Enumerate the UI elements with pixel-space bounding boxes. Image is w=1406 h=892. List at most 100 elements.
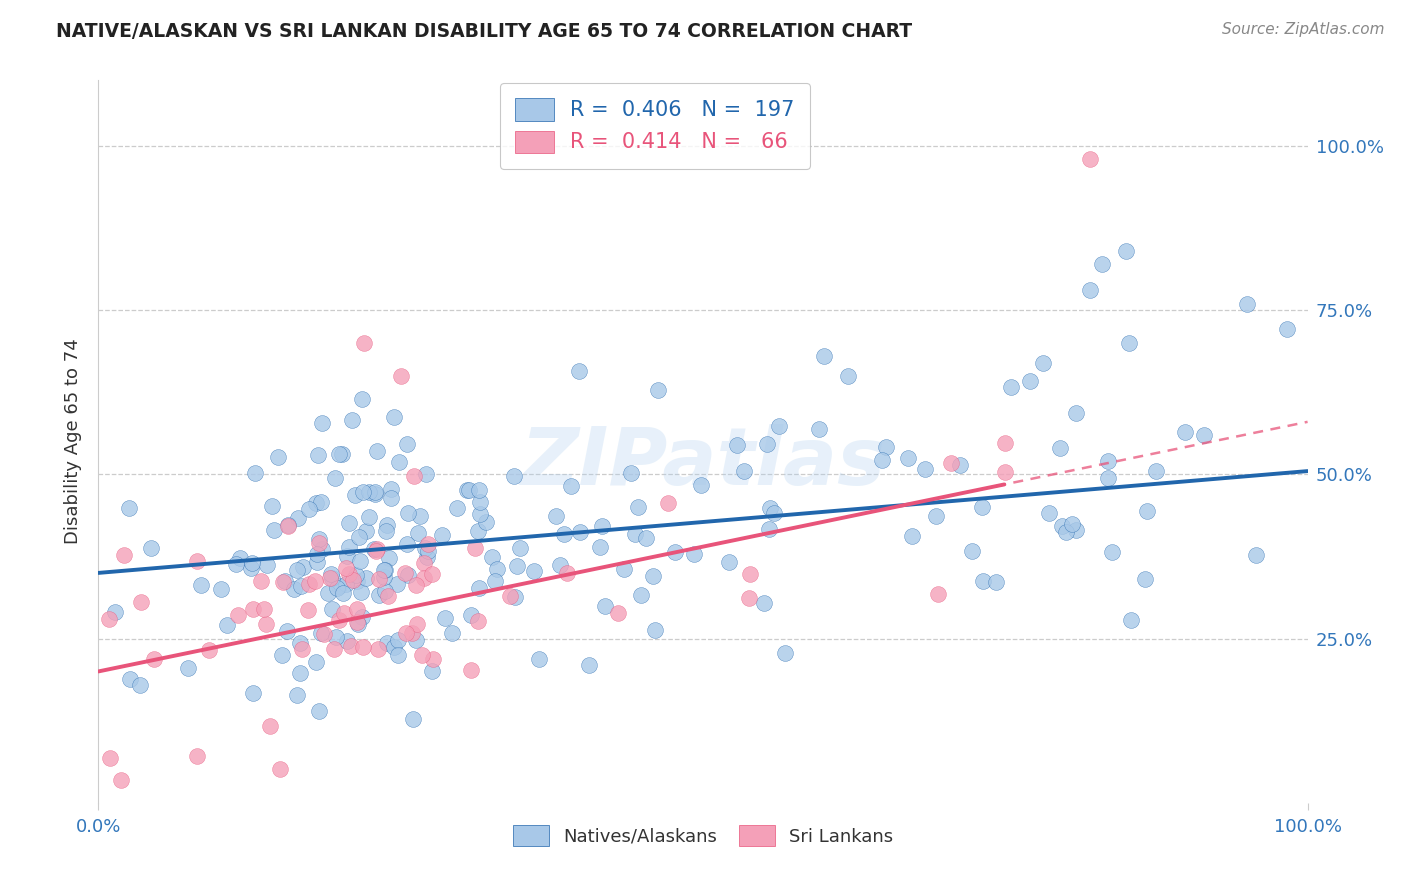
Point [198, 643, 221, 657]
Point [499, 589, 522, 603]
Point [380, 491, 402, 505]
Point [897, 451, 920, 466]
Point [312, 627, 335, 641]
Point [349, 554, 371, 568]
Point [176, 660, 198, 674]
Point [418, 537, 440, 551]
Point [336, 634, 359, 648]
Point [311, 416, 333, 430]
Point [104, 606, 127, 620]
Point [277, 518, 299, 533]
Point [503, 469, 526, 483]
Point [229, 551, 252, 566]
Text: ZIPatlas: ZIPatlas [520, 425, 886, 502]
Point [759, 501, 782, 516]
Point [297, 603, 319, 617]
Point [330, 447, 353, 461]
Point [387, 648, 409, 663]
Point [813, 349, 835, 363]
Point [647, 383, 669, 397]
Point [420, 566, 443, 581]
Point [503, 591, 526, 605]
Point [323, 471, 346, 485]
Point [346, 602, 368, 616]
Point [484, 574, 506, 588]
Point [346, 617, 368, 632]
Point [470, 507, 492, 521]
Point [349, 584, 371, 599]
Point [1064, 523, 1087, 537]
Point [395, 536, 418, 550]
Point [395, 625, 418, 640]
Point [984, 574, 1007, 589]
Point [377, 589, 399, 603]
Point [346, 615, 368, 629]
Point [260, 499, 283, 513]
Point [396, 506, 419, 520]
Point [762, 506, 785, 520]
Point [256, 558, 278, 573]
Text: NATIVE/ALASKAN VS SRI LANKAN DISABILITY AGE 65 TO 74 CORRELATION CHART: NATIVE/ALASKAN VS SRI LANKAN DISABILITY … [56, 22, 912, 41]
Point [277, 518, 299, 533]
Point [406, 526, 429, 541]
Point [396, 568, 419, 582]
Point [620, 466, 643, 480]
Point [1101, 545, 1123, 559]
Point [1236, 296, 1258, 310]
Point [689, 478, 711, 492]
Point [242, 602, 264, 616]
Point [209, 582, 232, 596]
Point [644, 624, 666, 638]
Point [1019, 374, 1042, 388]
Point [309, 626, 332, 640]
Point [560, 479, 582, 493]
Point [939, 456, 962, 470]
Point [142, 651, 165, 665]
Point [627, 500, 650, 514]
Point [467, 615, 489, 629]
Point [657, 496, 679, 510]
Point [364, 544, 387, 558]
Point [356, 524, 378, 538]
Point [1064, 406, 1087, 420]
Point [373, 563, 395, 577]
Point [1275, 322, 1298, 336]
Point [683, 547, 706, 561]
Legend: Natives/Alaskans, Sri Lankans: Natives/Alaskans, Sri Lankans [501, 813, 905, 859]
Point [718, 555, 741, 569]
Point [994, 436, 1017, 450]
Text: Source: ZipAtlas.com: Source: ZipAtlas.com [1222, 22, 1385, 37]
Point [925, 508, 948, 523]
Point [118, 673, 141, 687]
Point [240, 557, 263, 571]
Point [374, 563, 396, 577]
Point [335, 577, 357, 591]
Point [326, 581, 349, 595]
Point [305, 547, 328, 561]
Point [900, 529, 922, 543]
Point [420, 664, 443, 678]
Point [217, 618, 239, 632]
Point [768, 419, 790, 434]
Point [364, 485, 387, 500]
Point [308, 536, 330, 550]
Point [291, 559, 314, 574]
Point [607, 606, 630, 620]
Point [225, 558, 247, 572]
Point [356, 571, 378, 585]
Point [569, 524, 592, 539]
Point [328, 447, 350, 461]
Point [190, 577, 212, 591]
Point [405, 633, 427, 648]
Point [285, 563, 308, 577]
Point [409, 508, 432, 523]
Point [382, 409, 405, 424]
Point [548, 558, 571, 572]
Point [305, 655, 328, 669]
Point [404, 469, 426, 483]
Point [298, 577, 321, 591]
Point [318, 571, 340, 585]
Point [758, 522, 780, 536]
Point [1097, 454, 1119, 468]
Point [1136, 504, 1159, 518]
